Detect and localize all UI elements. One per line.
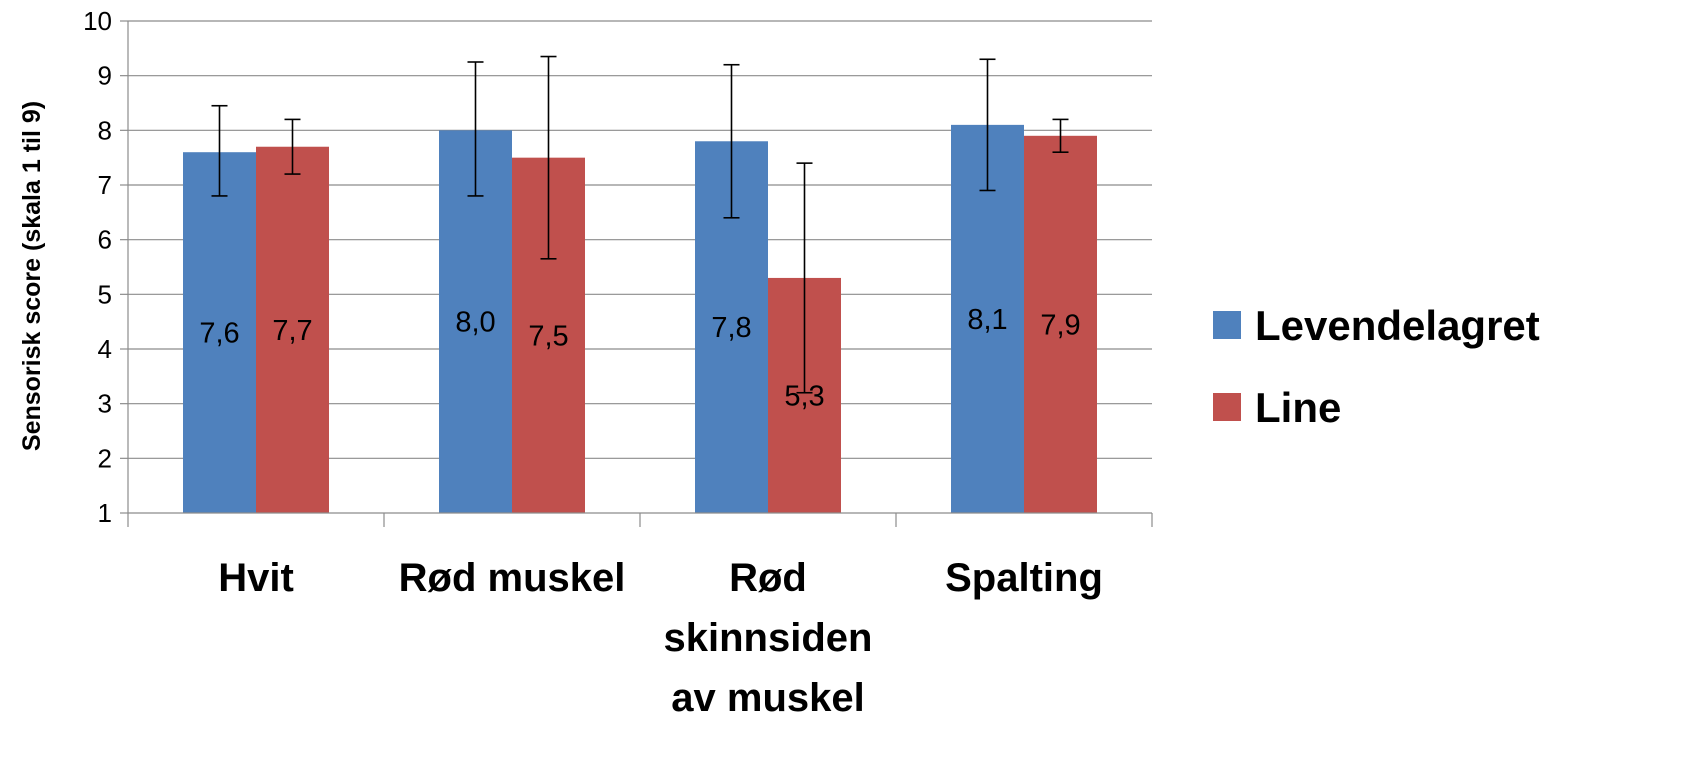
y-tick-label: 5 <box>98 279 112 309</box>
bar <box>183 152 256 513</box>
data-label: 7,8 <box>711 312 751 344</box>
category-label-line: Spalting <box>945 556 1103 600</box>
y-axis-label: Sensorisk score (skala 1 til 9) <box>18 101 46 451</box>
y-tick-label: 3 <box>98 389 112 419</box>
category-label: Rød muskel <box>399 556 626 600</box>
category-label-line: av muskel <box>671 676 864 720</box>
legend-label: Line <box>1255 384 1341 431</box>
category-labels: Hvit Rød muskel Rød skinnsiden av muskel Spal… <box>218 556 1103 720</box>
bars <box>183 124 1097 514</box>
data-label: 7,9 <box>1040 309 1080 341</box>
data-labels: 7,6 7,7 8,0 7,5 7,8 5,3 8,1 7,9 <box>199 304 1080 413</box>
data-label: 7,7 <box>272 315 312 347</box>
y-tick-label: 4 <box>98 334 112 364</box>
y-tick-label: 6 <box>98 225 112 255</box>
category-label: Rød skinnsiden av muskel <box>664 556 873 720</box>
y-tick-label: 1 <box>98 498 112 528</box>
bar <box>256 146 329 513</box>
legend-swatch <box>1213 393 1241 421</box>
legend-label: Levendelagret <box>1255 302 1540 349</box>
y-tick-label: 2 <box>98 443 112 473</box>
category-label: Hvit <box>218 556 294 600</box>
data-label: 7,6 <box>199 318 239 350</box>
legend: Levendelagret Line <box>1213 302 1540 431</box>
y-tick-labels: 1 2 3 4 5 6 7 8 9 10 <box>83 6 112 528</box>
data-label: 5,3 <box>784 380 824 412</box>
data-label: 8,1 <box>967 304 1007 336</box>
legend-swatch <box>1213 311 1241 339</box>
error-bars <box>211 55 1069 394</box>
data-label: 8,0 <box>455 307 495 339</box>
y-tick-label: 10 <box>83 6 112 36</box>
category-label-line: Hvit <box>218 556 294 600</box>
y-tick-label: 9 <box>98 61 112 91</box>
category-label-line: Rød <box>729 556 807 600</box>
data-label: 7,5 <box>528 320 568 352</box>
category-label-line: skinnsiden <box>664 616 873 660</box>
y-tick-label: 7 <box>98 170 112 200</box>
category-label-line: Rød muskel <box>399 556 626 600</box>
x-axis <box>127 512 1153 527</box>
category-label: Spalting <box>945 556 1103 600</box>
bar <box>1024 135 1097 514</box>
y-tick-label: 8 <box>98 115 112 145</box>
